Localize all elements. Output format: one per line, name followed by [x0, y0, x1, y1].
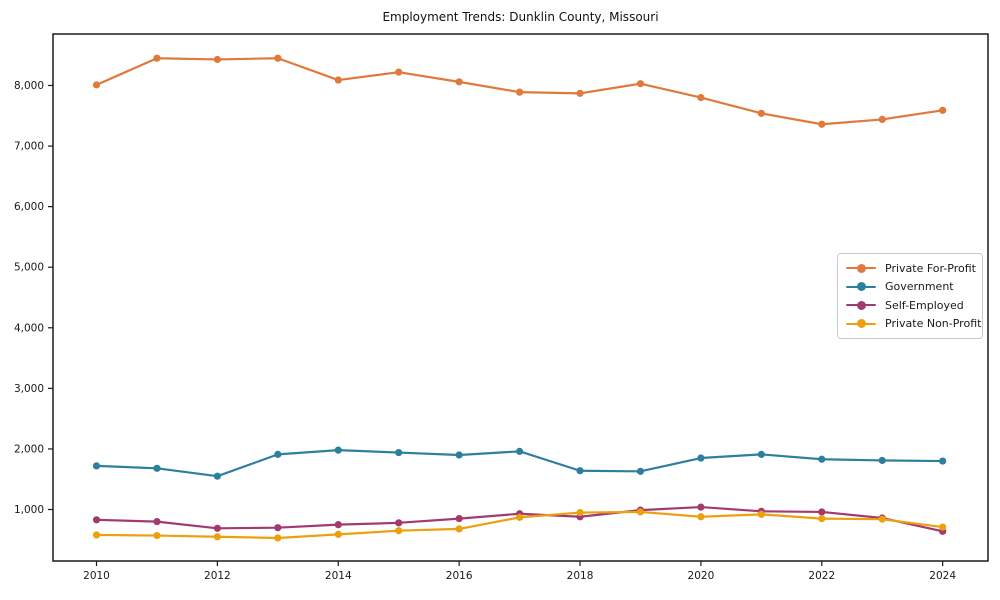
data-point-private-for-profit [334, 76, 342, 84]
data-point-private-non-profit [818, 514, 826, 523]
legend-item-government: Government [846, 278, 974, 297]
data-point-private-for-profit [515, 88, 524, 96]
data-point-private-for-profit [636, 80, 645, 88]
x-tick-label: 2024 [929, 570, 956, 582]
data-point-self-employed [334, 521, 342, 529]
data-point-private-non-profit [153, 531, 161, 540]
y-tick-label: 3,000 [14, 383, 44, 395]
data-point-private-non-profit [757, 510, 765, 518]
data-point-private-non-profit [395, 527, 403, 535]
data-point-government [818, 455, 826, 463]
x-tick-label: 2020 [688, 570, 715, 582]
data-point-private-non-profit [213, 533, 221, 541]
data-point-private-for-profit [213, 55, 221, 64]
data-point-government [515, 447, 524, 455]
data-point-self-employed [395, 519, 403, 527]
data-point-government [757, 450, 765, 458]
data-point-private-non-profit [92, 531, 101, 539]
legend-line-dot-icon [846, 300, 876, 311]
data-point-private-for-profit [455, 78, 463, 86]
legend-item-self-employed: Self-Employed [846, 296, 974, 315]
data-point-private-non-profit [878, 515, 886, 523]
legend-item-private-for-profit: Private For-Profit [846, 259, 976, 278]
y-tick-label: 2,000 [14, 443, 44, 455]
legend-line-dot-icon [846, 318, 876, 329]
legend-label-government: Government [885, 280, 954, 294]
data-point-private-for-profit [818, 120, 826, 128]
data-point-self-employed [92, 516, 101, 524]
data-point-government [395, 448, 403, 457]
data-point-private-non-profit [576, 508, 584, 517]
data-point-government [334, 446, 342, 454]
data-point-government [878, 456, 886, 465]
data-point-self-employed [213, 524, 221, 532]
data-point-government [636, 467, 645, 475]
chart-title: Employment Trends: Dunklin County, Misso… [382, 10, 659, 24]
data-point-private-non-profit [939, 523, 947, 531]
data-point-private-for-profit [939, 106, 947, 114]
data-point-government [274, 450, 282, 458]
y-tick-label: 1,000 [14, 504, 44, 516]
data-point-private-for-profit [395, 68, 403, 76]
x-tick-label: 2022 [808, 570, 835, 582]
y-tick-label: 6,000 [14, 201, 44, 213]
x-tick-label: 2012 [204, 570, 231, 582]
data-point-self-employed [455, 514, 463, 523]
data-point-private-non-profit [697, 513, 705, 521]
data-point-private-for-profit [757, 109, 765, 117]
x-tick-label: 2010 [83, 570, 110, 582]
data-point-private-non-profit [334, 530, 342, 538]
data-point-self-employed [274, 524, 282, 532]
data-point-private-for-profit [274, 54, 282, 62]
legend-box: Private For-Profit Government Self-Emplo… [837, 253, 983, 339]
axes-frame [52, 33, 989, 562]
data-point-government [455, 451, 463, 459]
data-point-government [576, 467, 584, 475]
y-tick-label: 7,000 [14, 141, 44, 153]
x-tick-label: 2018 [567, 570, 594, 582]
data-point-private-non-profit [515, 513, 524, 521]
legend-line-dot-icon [846, 263, 876, 274]
data-point-self-employed [818, 508, 826, 516]
x-tick-label: 2014 [325, 570, 352, 582]
legend-label-self-employed: Self-Employed [885, 298, 964, 312]
y-tick-label: 8,000 [14, 80, 44, 92]
data-point-government [92, 462, 101, 470]
data-point-private-non-profit [455, 525, 463, 533]
data-point-self-employed [697, 503, 705, 511]
y-tick-label: 5,000 [14, 262, 44, 274]
data-point-government [153, 464, 161, 472]
data-point-private-non-profit [274, 534, 282, 542]
legend-label-private-non-profit: Private Non-Profit [885, 317, 982, 331]
data-point-government [213, 472, 221, 480]
legend-line-dot-icon [846, 281, 876, 292]
data-point-government [697, 454, 705, 462]
x-tick-label: 2016 [446, 570, 473, 582]
y-tick-label: 4,000 [14, 322, 44, 334]
data-point-private-non-profit [636, 508, 645, 516]
data-point-private-for-profit [153, 54, 161, 62]
data-point-self-employed [153, 518, 161, 526]
data-point-government [939, 457, 947, 465]
legend-item-private-non-profit: Private Non-Profit [846, 315, 981, 334]
data-point-private-for-profit [576, 89, 584, 97]
data-point-private-for-profit [92, 81, 101, 89]
legend-label-private-for-profit: Private For-Profit [885, 261, 976, 275]
data-point-private-for-profit [878, 115, 886, 124]
data-point-private-for-profit [697, 94, 705, 102]
